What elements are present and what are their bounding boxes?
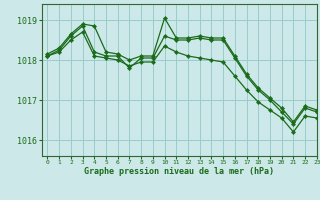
X-axis label: Graphe pression niveau de la mer (hPa): Graphe pression niveau de la mer (hPa): [84, 167, 274, 176]
